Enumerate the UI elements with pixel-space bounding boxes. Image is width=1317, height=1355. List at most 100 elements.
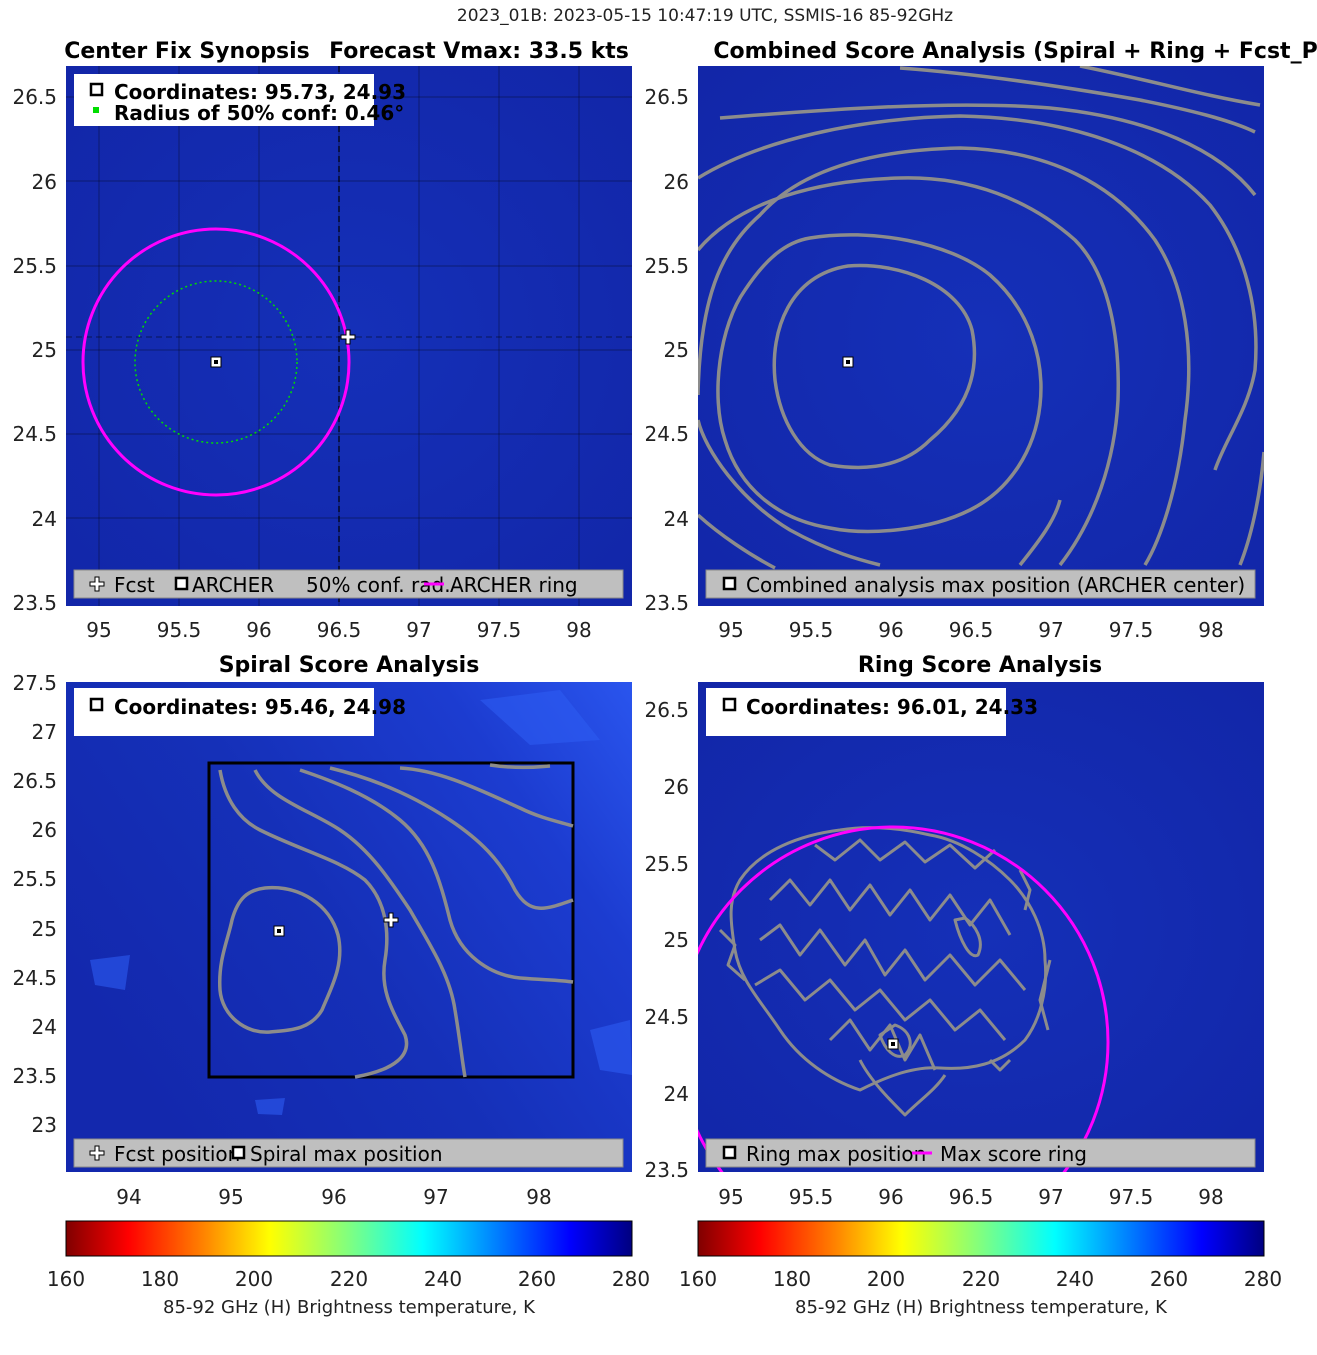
combined-y-ticks: 26.5 26 25.5 25 24.5 24 23.5 [644,85,689,615]
synopsis-overlays [66,66,632,606]
combined-max-marker [842,356,854,368]
ring-plot-area [698,682,1264,1172]
synopsis-coordinates: Coordinates: 95.73, 24.93 [114,80,406,104]
svg-text:96: 96 [321,1185,346,1209]
svg-text:26: 26 [664,170,689,194]
svg-text:26: 26 [664,775,689,799]
archer-center-marker [210,356,222,368]
svg-text:98: 98 [1198,1185,1223,1209]
ring-max-marker [887,1038,899,1050]
panel-spiral: Coordinates: 95.46, 24.98 Fcst position … [12,653,632,1209]
svg-text:95.5: 95.5 [789,1185,834,1209]
svg-text:24.5: 24.5 [12,966,57,990]
combined-contours [698,66,1264,570]
svg-text:95: 95 [218,1185,243,1209]
legend-archer-ring: ARCHER ring [450,573,578,597]
svg-text:160: 160 [47,1267,85,1291]
svg-text:23.5: 23.5 [12,591,57,615]
ring-info-box: Coordinates: 96.01, 24.33 [706,688,1038,736]
svg-text:97: 97 [1038,1185,1063,1209]
svg-text:98: 98 [566,618,591,642]
combined-legend: Combined analysis max position (ARCHER c… [705,569,1256,599]
svg-text:23: 23 [32,1113,57,1137]
svg-text:96: 96 [878,618,903,642]
svg-text:96.5: 96.5 [949,618,994,642]
svg-text:98: 98 [1198,618,1223,642]
svg-text:97: 97 [406,618,431,642]
svg-text:25.5: 25.5 [644,852,689,876]
ring-legend: Ring max position Max score ring [705,1138,1256,1168]
colorbar-right-label: 85-92 GHz (H) Brightness temperature, K [795,1297,1168,1318]
svg-text:96.5: 96.5 [317,618,362,642]
svg-text:26.5: 26.5 [644,85,689,109]
svg-text:96.5: 96.5 [949,1185,994,1209]
svg-text:24: 24 [664,507,689,531]
svg-text:27.5: 27.5 [12,671,57,695]
svg-text:97: 97 [1038,618,1063,642]
svg-text:280: 280 [1244,1267,1282,1291]
svg-text:95: 95 [86,618,111,642]
legend-max-score-ring: Max score ring [940,1142,1087,1166]
spiral-coordinates: Coordinates: 95.46, 24.98 [114,695,406,719]
svg-text:200: 200 [867,1267,905,1291]
svg-text:25: 25 [664,928,689,952]
synopsis-legend: Fcst ARCHER 50% conf. rad. ARCHER ring [73,569,624,599]
colorbar-right: 160 180 200 220 240 260 280 85-92 GHz (H… [679,1220,1282,1318]
max-score-ring [698,825,1110,1172]
svg-text:25.5: 25.5 [12,254,57,278]
panel-ring: Coordinates: 96.01, 24.33 Ring max posit… [644,653,1264,1209]
svg-text:220: 220 [330,1267,368,1291]
synopsis-title-left: Center Fix Synopsis [64,39,310,64]
spiral-y-ticks: 27.5 27 26.5 26 25.5 25 24.5 24 23.5 23 [12,671,57,1137]
svg-text:94: 94 [116,1185,141,1209]
spiral-contours [218,763,574,1079]
figure-suptitle: 2023_01B: 2023-05-15 10:47:19 UTC, SSMIS… [457,6,953,26]
spiral-info-box: Coordinates: 95.46, 24.98 [74,688,406,736]
svg-text:26.5: 26.5 [12,769,57,793]
legend-fcst: Fcst [114,573,155,597]
svg-text:24: 24 [664,1082,689,1106]
svg-text:97.5: 97.5 [1109,618,1154,642]
svg-text:23.5: 23.5 [644,591,689,615]
ring-coordinates: Coordinates: 96.01, 24.33 [746,695,1038,719]
legend-combined-max: Combined analysis max position (ARCHER c… [746,573,1245,597]
ring-x-ticks: 95 95.5 96 96.5 97 97.5 98 [718,1185,1223,1209]
svg-text:26: 26 [32,818,57,842]
conf-radius-circle [134,280,298,444]
svg-text:95: 95 [718,618,743,642]
archer-ring [81,227,351,497]
combined-title: Combined Score Analysis (Spiral + Ring +… [713,39,1317,64]
legend-ring-max: Ring max position [746,1142,926,1166]
svg-text:260: 260 [518,1267,556,1291]
svg-text:24.5: 24.5 [644,1005,689,1029]
svg-text:26.5: 26.5 [12,85,57,109]
svg-text:160: 160 [679,1267,717,1291]
svg-text:24: 24 [32,507,57,531]
spiral-title: Spiral Score Analysis [219,653,480,678]
svg-text:95: 95 [718,1185,743,1209]
svg-text:180: 180 [773,1267,811,1291]
legend-spiral-max: Spiral max position [250,1142,443,1166]
svg-text:260: 260 [1150,1267,1188,1291]
svg-text:97.5: 97.5 [1109,1185,1154,1209]
ring-y-ticks: 26.5 26 25.5 25 24.5 24 23.5 [644,698,689,1182]
colorbar-left-label: 85-92 GHz (H) Brightness temperature, K [163,1297,536,1318]
svg-text:95.5: 95.5 [789,618,834,642]
svg-text:24.5: 24.5 [12,422,57,446]
fcst-position-marker [340,329,356,345]
legend-fcst-position: Fcst position [114,1142,240,1166]
svg-text:180: 180 [141,1267,179,1291]
svg-text:240: 240 [424,1267,462,1291]
combined-x-ticks: 95 95.5 96 96.5 97 97.5 98 [718,618,1223,642]
svg-text:220: 220 [962,1267,1000,1291]
colorbar-left: 160 180 200 220 240 260 280 85-92 GHz (H… [47,1220,650,1318]
spiral-max-marker [273,925,285,937]
svg-text:95.5: 95.5 [157,618,202,642]
ring-contours [718,826,1052,1117]
svg-text:23.5: 23.5 [644,1158,689,1182]
spiral-plot-area [66,682,632,1172]
svg-text:240: 240 [1056,1267,1094,1291]
synopsis-title-right: Forecast Vmax: 33.5 kts [329,39,629,64]
svg-text:25: 25 [32,338,57,362]
spiral-search-box [207,761,575,1079]
